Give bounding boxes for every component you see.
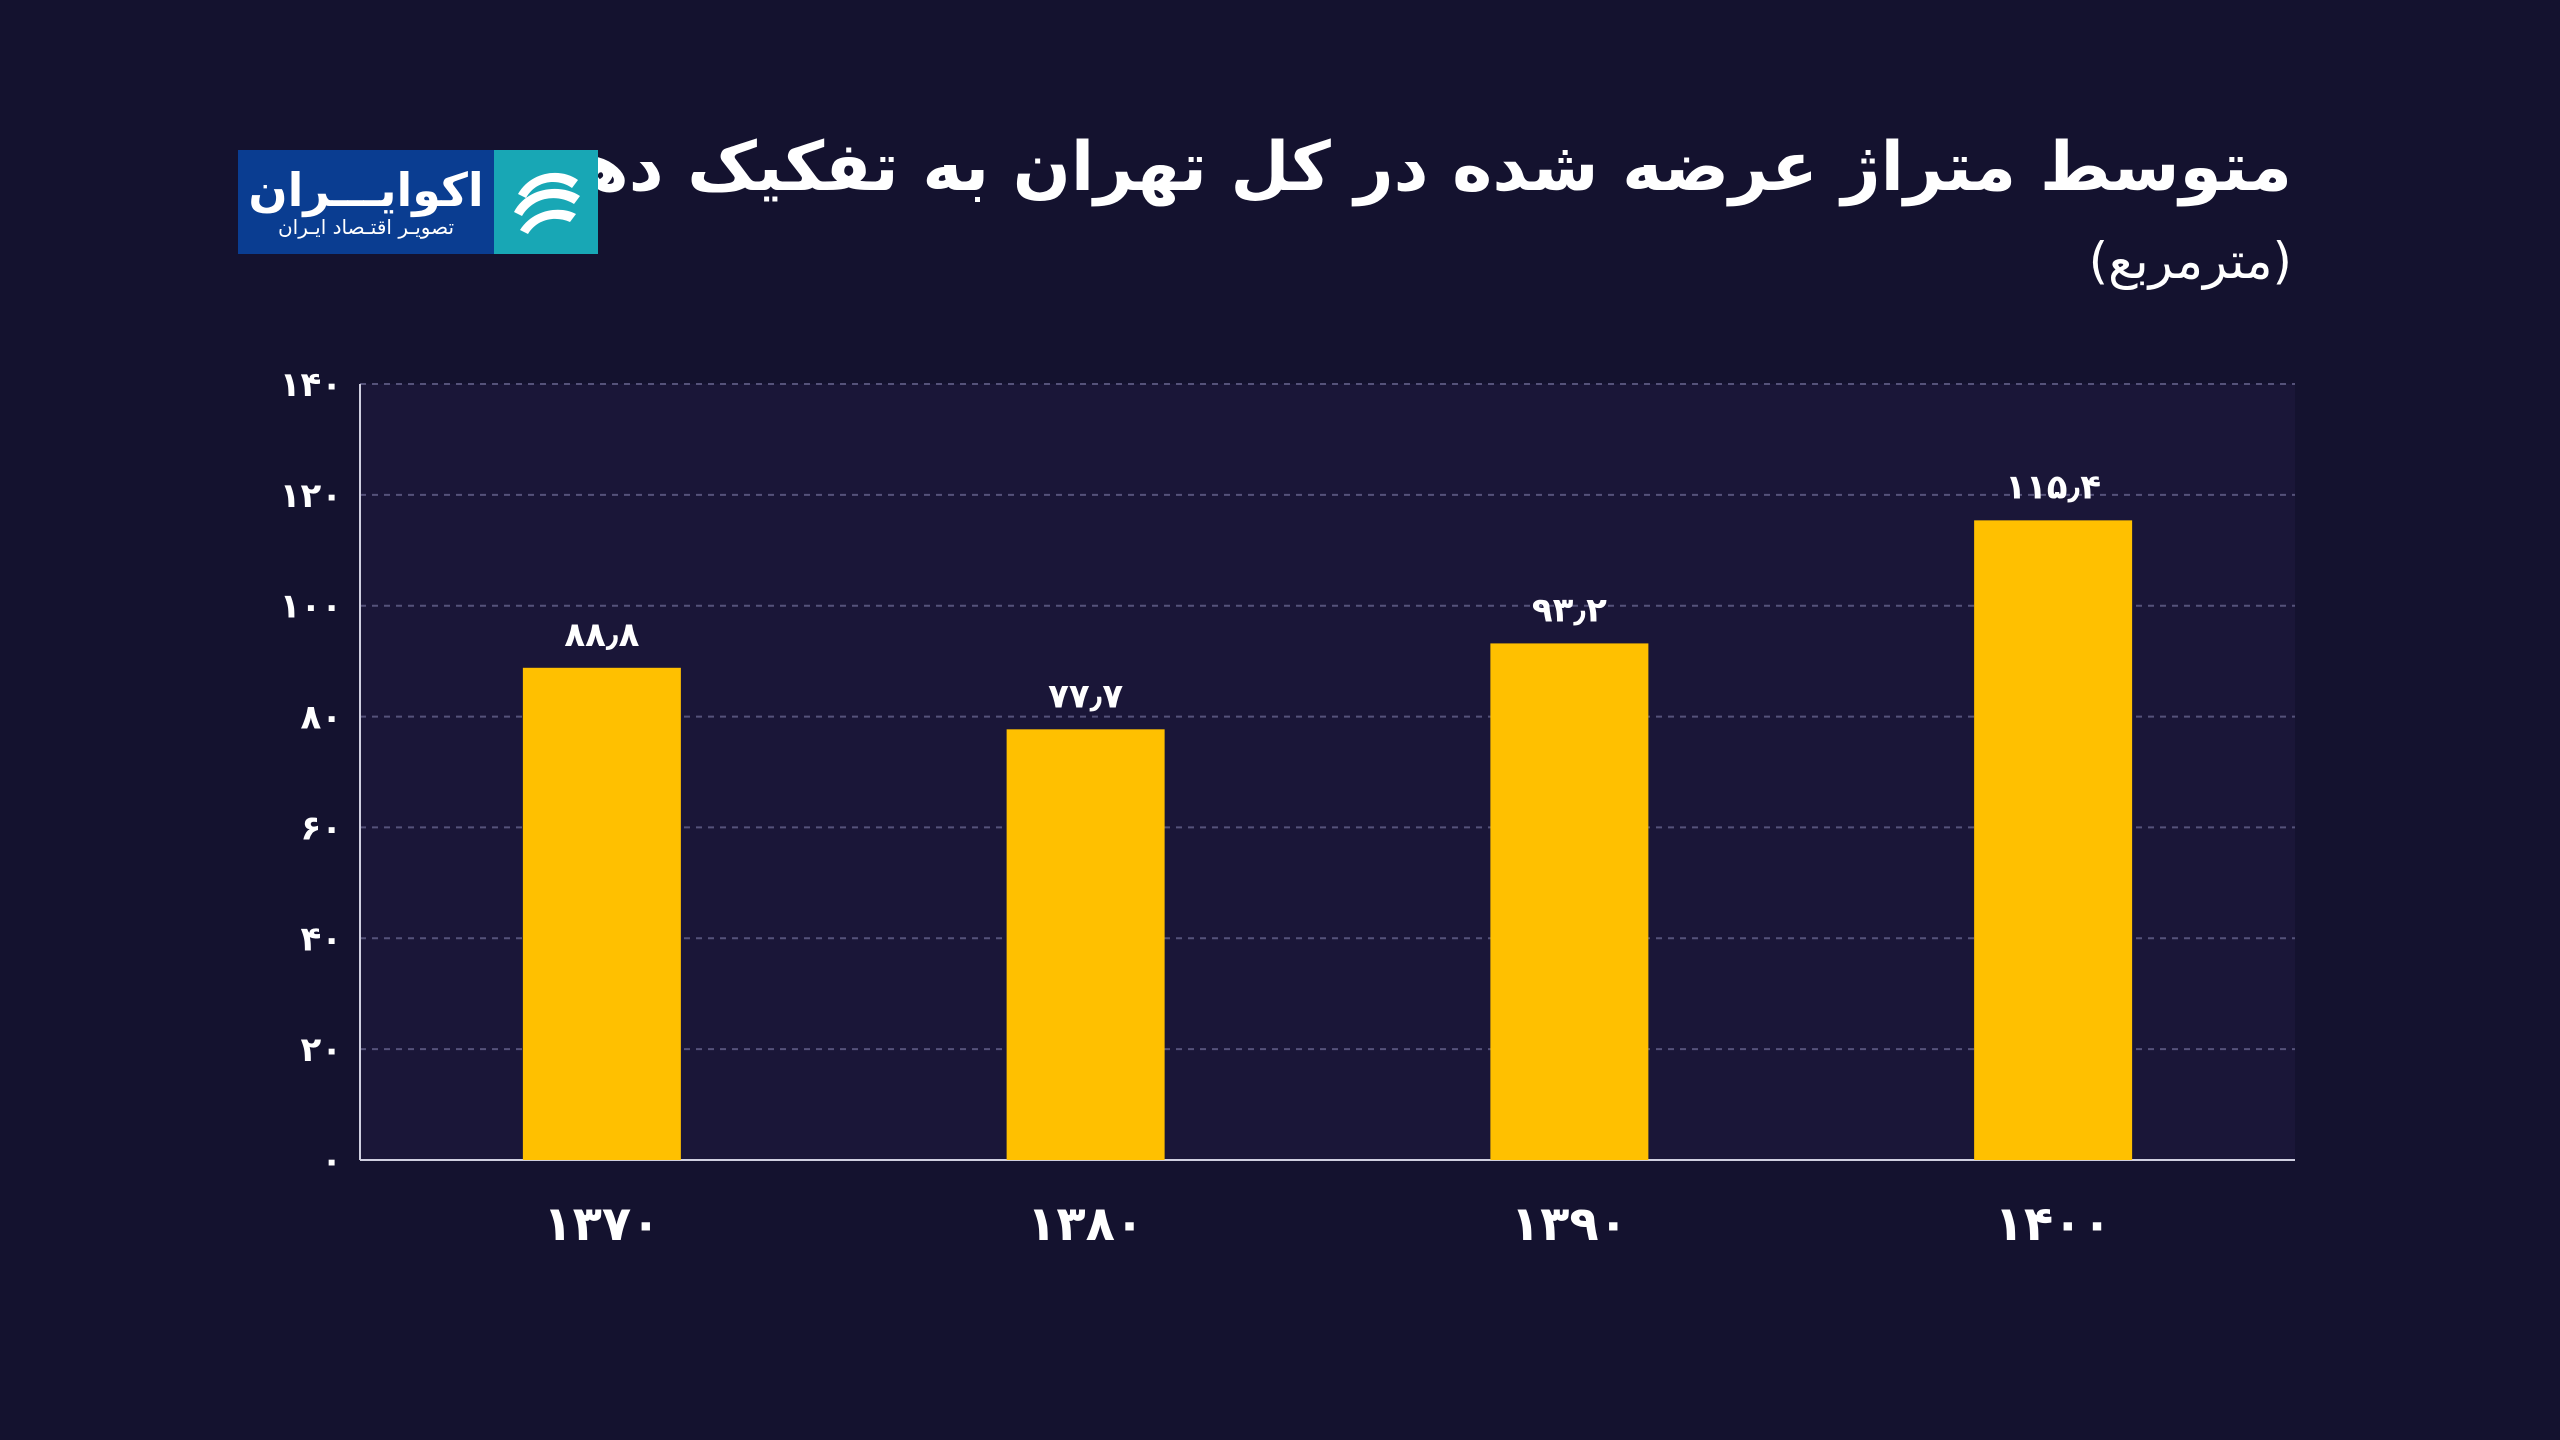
plot-area — [360, 384, 2295, 1160]
bar — [1974, 520, 2133, 1160]
x-tick-label: ۱۳۷۰ — [543, 1196, 660, 1252]
chart-unit-subtitle: (مترمربع) — [2088, 232, 2292, 290]
x-tick-label: ۱۳۹۰ — [1511, 1196, 1628, 1252]
bar-value-label: ۷۷٫۷ — [1048, 676, 1123, 716]
logo-tagline: تصویـر اقتـصاد ایـران — [277, 215, 455, 240]
x-tick-label: ۱۴۰۰ — [1995, 1196, 2112, 1252]
chart-title: متوسط متراژ عرضه شده در کل تهران به تفکی… — [540, 128, 2293, 207]
bar-value-label: ۹۳٫۲ — [1532, 590, 1607, 630]
bar — [1006, 729, 1165, 1160]
bar-value-label: ۸۸٫۸ — [564, 615, 639, 655]
bar — [1490, 643, 1649, 1160]
ecoiran-logo: اکوایـــران تصویـر اقتـصاد ایـران — [238, 150, 598, 254]
y-tick-label: ۰ — [321, 1141, 342, 1181]
bar — [522, 667, 681, 1160]
bar-value-label: ۱۱۵٫۴ — [2005, 467, 2101, 507]
ecoiran-swirl-icon — [494, 150, 598, 254]
y-tick-label: ۱۰۰ — [280, 587, 342, 627]
logo-name: اکوایـــران — [248, 162, 484, 217]
y-tick-label: ۲۰ — [300, 1030, 342, 1070]
logo-text: اکوایـــران تصویـر اقتـصاد ایـران — [238, 150, 494, 254]
y-tick-label: ۱۴۰ — [280, 365, 342, 405]
y-tick-label: ۴۰ — [300, 919, 342, 959]
x-tick-label: ۱۳۸۰ — [1027, 1196, 1144, 1252]
y-tick-label: ۶۰ — [300, 808, 342, 848]
y-tick-label: ۱۲۰ — [280, 476, 342, 516]
y-tick-label: ۸۰ — [300, 698, 342, 738]
